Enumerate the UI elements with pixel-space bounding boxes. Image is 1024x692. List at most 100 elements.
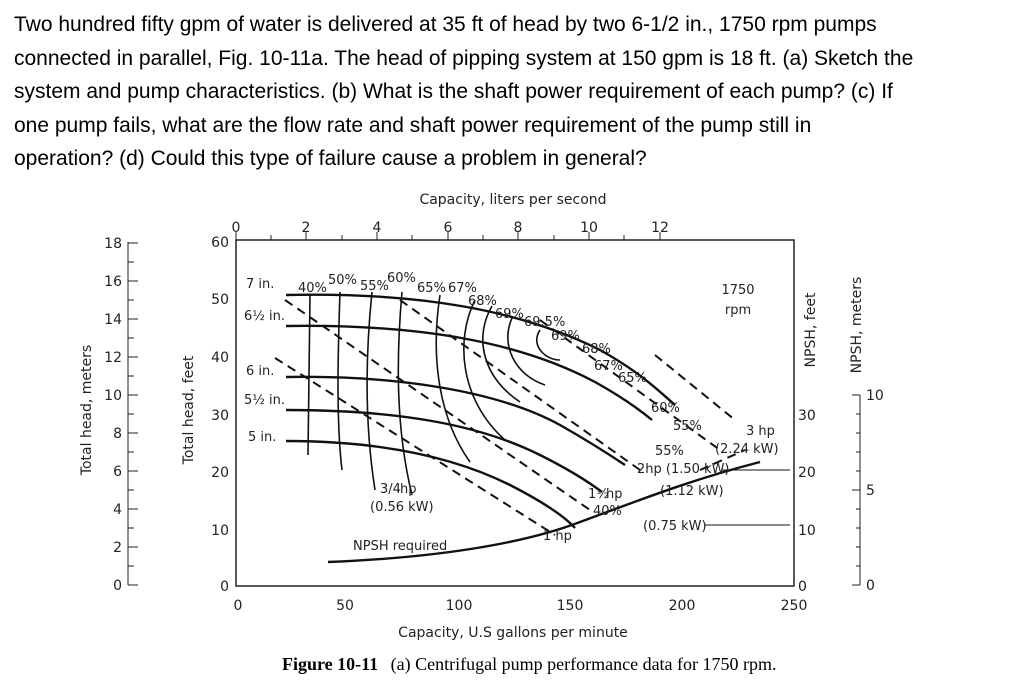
eff-label: 67% <box>594 359 623 374</box>
top-tick: 0 <box>232 220 241 236</box>
impeller-label: 6½ in. <box>244 309 285 324</box>
meters-tick: 2 <box>113 540 122 556</box>
impeller-label: 6 in. <box>246 364 274 379</box>
npsh-meters-axis-title: NPSH, meters <box>849 277 865 374</box>
meters-tick: 16 <box>104 274 122 290</box>
npsh-feet-tick: 20 <box>798 465 816 481</box>
bottom-axis-title: Capacity, U.S gallons per minute <box>398 625 628 641</box>
meters-tick: 18 <box>104 236 122 252</box>
bottom-tick: 200 <box>669 598 696 614</box>
eff-label: 69% <box>495 307 524 322</box>
top-tick: 2 <box>302 220 311 236</box>
npsh-required-curve <box>327 460 761 564</box>
impeller-label: 5½ in. <box>244 393 285 408</box>
figure-caption: Figure 10-11 (a) Centrifugal pump perfor… <box>282 654 777 675</box>
power-label: 2hp (1.50 kW) <box>637 462 730 477</box>
meters-tick: 12 <box>104 350 122 366</box>
power-label: (0.56 kW) <box>370 500 434 515</box>
top-tick: 10 <box>580 220 598 236</box>
plot-frame <box>235 239 795 587</box>
bottom-tick: 100 <box>446 598 473 614</box>
top-axis-tickmarks <box>235 232 661 240</box>
left-feet-axis-title: Total head, feet <box>181 355 197 465</box>
left-feet-ticks: 0 10 20 30 40 50 60 <box>211 235 229 595</box>
bottom-tick: 250 <box>781 598 808 614</box>
power-line <box>654 354 736 421</box>
eff-contour <box>397 291 413 496</box>
meters-tick: 0 <box>113 578 122 594</box>
npsh-meters-ticks: 0 5 10 <box>866 388 884 594</box>
meters-tick: 14 <box>104 312 122 328</box>
power-label: hp <box>400 482 417 497</box>
feet-tick: 60 <box>211 235 229 251</box>
power-line <box>699 449 746 471</box>
power-line <box>399 299 641 471</box>
feet-tick: 40 <box>211 350 229 366</box>
problem-line: one pump fails, what are the flow rate a… <box>14 113 812 137</box>
feet-tick: 30 <box>211 408 229 424</box>
eff-contour <box>536 329 561 361</box>
eff-contour <box>366 291 376 491</box>
problem-line: operation? (d) Could this type of failur… <box>14 147 647 170</box>
top-axis-ticks: 0 2 4 6 8 10 12 <box>232 220 669 236</box>
feet-tick: 20 <box>211 465 229 481</box>
speed-label: 1750 <box>721 283 754 298</box>
power-label: hp <box>606 487 623 502</box>
power-line <box>284 299 591 511</box>
eff-contour <box>307 294 311 456</box>
npsh-feet-tick: 30 <box>798 408 816 424</box>
power-label: 3 hp <box>746 424 775 439</box>
meters-tick: 10 <box>104 388 122 404</box>
curve-6in <box>285 375 626 466</box>
meters-tick: 4 <box>113 502 122 518</box>
npsh-feet-ticks: 0 10 20 30 <box>798 408 816 595</box>
meters-tickmarks <box>128 242 138 586</box>
power-label: (0.75 kW) <box>643 519 707 534</box>
top-tick: 12 <box>651 220 669 236</box>
curve-5in <box>285 439 576 529</box>
power-labels: 3 hp (2.24 kW) 2hp (1.50 kW) (1.12 kW) 3… <box>370 424 779 544</box>
eff-contour <box>507 317 546 386</box>
eff-contour <box>463 299 506 441</box>
eff-label: 55% <box>655 444 684 459</box>
eff-label: 50% <box>328 273 357 288</box>
impeller-label: 7 in. <box>246 277 274 292</box>
left-meters-ticks: 0 2 4 6 8 10 12 14 16 18 <box>104 236 122 594</box>
eff-label: 40% <box>298 281 327 296</box>
top-axis-title: Capacity, liters per second <box>419 192 606 208</box>
meters-tick: 6 <box>113 464 122 480</box>
npsh-meters-tick: 5 <box>866 483 875 499</box>
power-lines <box>274 299 746 536</box>
power-label: (1.12 kW) <box>660 484 724 499</box>
eff-contour <box>482 305 521 403</box>
eff-label: 60% <box>387 271 416 286</box>
eff-label: 55% <box>673 419 702 434</box>
top-tick: 8 <box>514 220 523 236</box>
npsh-meters-tick: 0 <box>866 578 875 594</box>
power-line <box>539 319 721 451</box>
power-label: 1 hp <box>543 529 572 544</box>
npsh-meters-tickmarks <box>852 394 860 586</box>
power-line <box>274 357 556 536</box>
bottom-tick: 150 <box>557 598 584 614</box>
caption-text: (a) Centrifugal pump performance data fo… <box>391 654 777 675</box>
top-tick: 4 <box>373 220 382 236</box>
feet-tick: 0 <box>220 579 229 595</box>
eff-label: 67% <box>448 281 477 296</box>
curve-6-5in <box>285 324 653 421</box>
eff-label: 65% <box>618 371 647 386</box>
eff-label: 55% <box>360 279 389 294</box>
npsh-meters-tick: 10 <box>866 388 884 404</box>
eff-label: 60% <box>651 401 680 416</box>
eff-label: 65% <box>417 281 446 296</box>
power-fraction: 3/4 <box>380 482 401 497</box>
problem-line: connected in parallel, Fig. 10-11a. The … <box>14 46 914 70</box>
speed-label: rpm <box>725 303 751 318</box>
efficiency-contours <box>307 291 561 496</box>
top-tick: 6 <box>444 220 453 236</box>
problem-line: Two hundred fifty gpm of water is delive… <box>14 13 877 36</box>
curve-7in <box>285 293 676 406</box>
efficiency-labels: 40% 50% 55% 60% 65% 67% 68% 69% 69.5% 69… <box>298 271 702 519</box>
npsh-feet-axis-title: NPSH, feet <box>803 292 819 367</box>
